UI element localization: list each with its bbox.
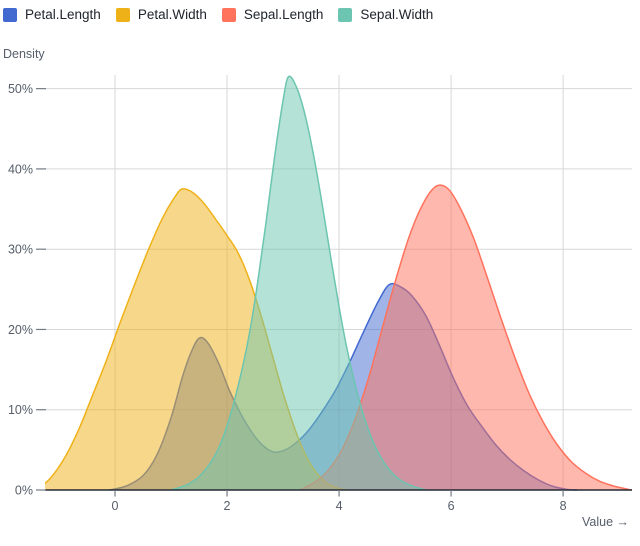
legend-label: Sepal.Length <box>243 7 324 22</box>
density-areas <box>45 75 632 491</box>
legend-swatch-icon <box>115 8 130 22</box>
legend-label: Petal.Width <box>137 7 207 22</box>
legend-label: Sepal.Width <box>360 7 434 22</box>
legend-swatch-icon <box>221 8 236 22</box>
y-tick-label: 30% <box>8 243 33 257</box>
legend-item-petal-length: Petal.Length <box>3 7 101 23</box>
x-tick-label: 6 <box>448 499 455 513</box>
y-tick-label: 10% <box>8 403 33 417</box>
legend-swatch-icon <box>3 8 17 22</box>
y-tick-label: 0% <box>15 484 33 498</box>
legend-item-sepal-length: Sepal.Length <box>221 7 324 23</box>
legend-item-sepal-width: Sepal.Width <box>338 7 433 23</box>
y-tick-label: 50% <box>8 82 33 96</box>
x-tick-label: 8 <box>560 499 567 513</box>
x-axis-title: Value → <box>582 515 629 529</box>
x-tick-label: 0 <box>112 499 119 513</box>
density-area-sepal-length <box>299 185 632 491</box>
x-tick-label: 2 <box>224 499 231 513</box>
y-axis-title: Density <box>3 47 45 61</box>
y-tick-label: 40% <box>8 162 33 176</box>
density-line-sepal-width <box>170 75 427 491</box>
legend-swatch-icon <box>338 8 353 22</box>
chart-legend: Petal.Length Petal.Width Sepal.Length Se… <box>3 7 433 23</box>
legend-item-petal-width: Petal.Width <box>115 7 207 23</box>
axes: 0% 10% 20% 30% 40% 50% 0 2 4 6 8 Density Value → <box>3 47 632 529</box>
density-area-sepal-width <box>171 76 426 490</box>
x-tick-label: 4 <box>336 499 343 513</box>
legend-label: Petal.Length <box>25 7 101 22</box>
y-tick-label: 20% <box>8 323 33 337</box>
